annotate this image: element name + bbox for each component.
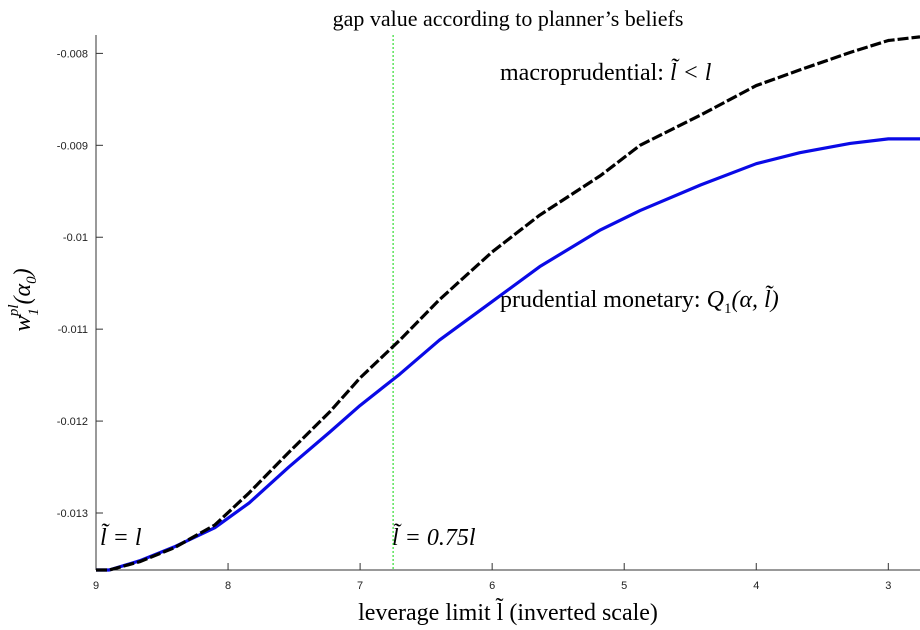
x-axis-label: leverage limit l̃ (inverted scale) xyxy=(358,597,658,626)
annotation-part: prudential monetary: xyxy=(500,287,707,313)
annotation: prudential monetary: Q1(α, l̃) xyxy=(500,285,779,317)
annotation: l̃ = l xyxy=(100,523,142,551)
y-label-part: 1 xyxy=(26,308,42,316)
annotation-part: l̃ < l xyxy=(670,58,712,86)
y-tick-label: -0.009 xyxy=(57,140,88,152)
annotation-part: (α, l̃) xyxy=(731,285,778,313)
series-line xyxy=(96,35,920,572)
annotation-part: Q xyxy=(707,287,724,313)
y-tick-label: -0.01 xyxy=(63,232,88,244)
chart-title: gap value according to planner’s beliefs xyxy=(333,6,684,31)
y-label-part: ) xyxy=(10,268,36,278)
x-tick-label: 6 xyxy=(489,580,495,592)
x-tick-label: 4 xyxy=(753,580,759,592)
annotation-part: macroprudential: xyxy=(500,60,670,86)
y-axis-label: w1 pl(α0) xyxy=(6,268,42,331)
x-tick-label: 3 xyxy=(885,580,891,592)
x-tick-label: 7 xyxy=(357,580,363,592)
y-label-part: pl xyxy=(6,304,22,317)
y-label-part: (α xyxy=(10,283,36,304)
x-tick-label: 9 xyxy=(93,580,99,592)
annotation: l̃ = 0.75l xyxy=(392,523,476,551)
y-tick-label: -0.011 xyxy=(58,324,88,336)
annotation: macroprudential: l̃ < l xyxy=(500,58,712,86)
x-tick-label: 5 xyxy=(621,580,627,592)
y-tick-label: -0.012 xyxy=(57,416,88,428)
series-line xyxy=(96,137,920,572)
y-label-part: 0 xyxy=(24,276,40,284)
y-label-part: w xyxy=(10,316,36,332)
annotation-part: 1 xyxy=(724,301,732,317)
x-tick-label: 8 xyxy=(225,580,231,592)
y-tick-label: -0.013 xyxy=(57,508,88,520)
y-tick-label: -0.008 xyxy=(57,48,88,60)
